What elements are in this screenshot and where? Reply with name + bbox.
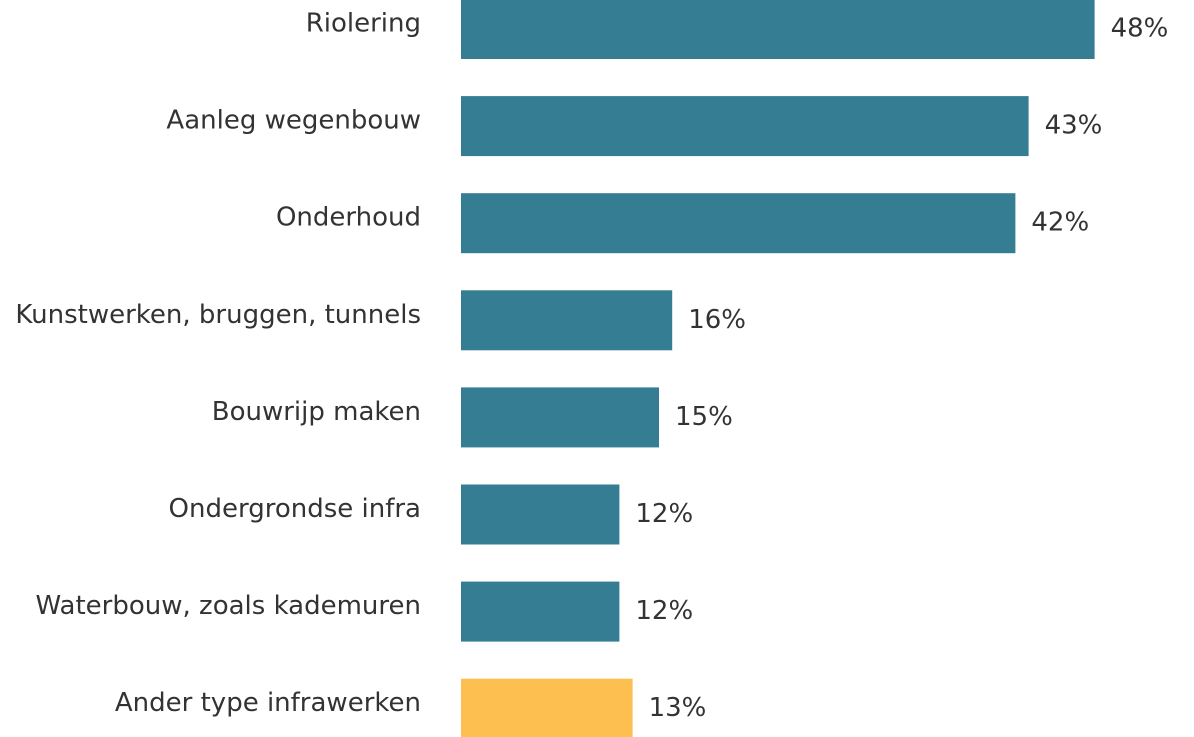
- category-label: Waterbouw, zoals kademuren: [36, 591, 422, 621]
- value-label: 15%: [675, 402, 733, 432]
- bar: [461, 387, 659, 448]
- value-label: 16%: [688, 305, 746, 335]
- value-label: 48%: [1111, 14, 1169, 44]
- category-label: Kunstwerken, bruggen, tunnels: [15, 300, 421, 330]
- category-label: Aanleg wegenbouw: [166, 106, 421, 136]
- category-label: Bouwrijp maken: [212, 397, 421, 427]
- bar: [461, 193, 1016, 254]
- category-label: Riolering: [306, 9, 421, 39]
- bar: [461, 96, 1029, 157]
- value-label: 43%: [1045, 111, 1103, 141]
- value-label: 12%: [635, 596, 693, 626]
- bar: [461, 678, 633, 737]
- value-label: 12%: [635, 499, 693, 529]
- bar: [461, 290, 673, 351]
- bar: [461, 0, 1095, 59]
- category-label: Ander type infrawerken: [115, 688, 421, 718]
- category-label: Onderhoud: [276, 203, 421, 233]
- value-label: 42%: [1031, 208, 1089, 238]
- category-label: Ondergrondse infra: [169, 494, 421, 524]
- bar: [461, 581, 620, 642]
- bar: [461, 484, 620, 545]
- value-label: 13%: [649, 693, 707, 723]
